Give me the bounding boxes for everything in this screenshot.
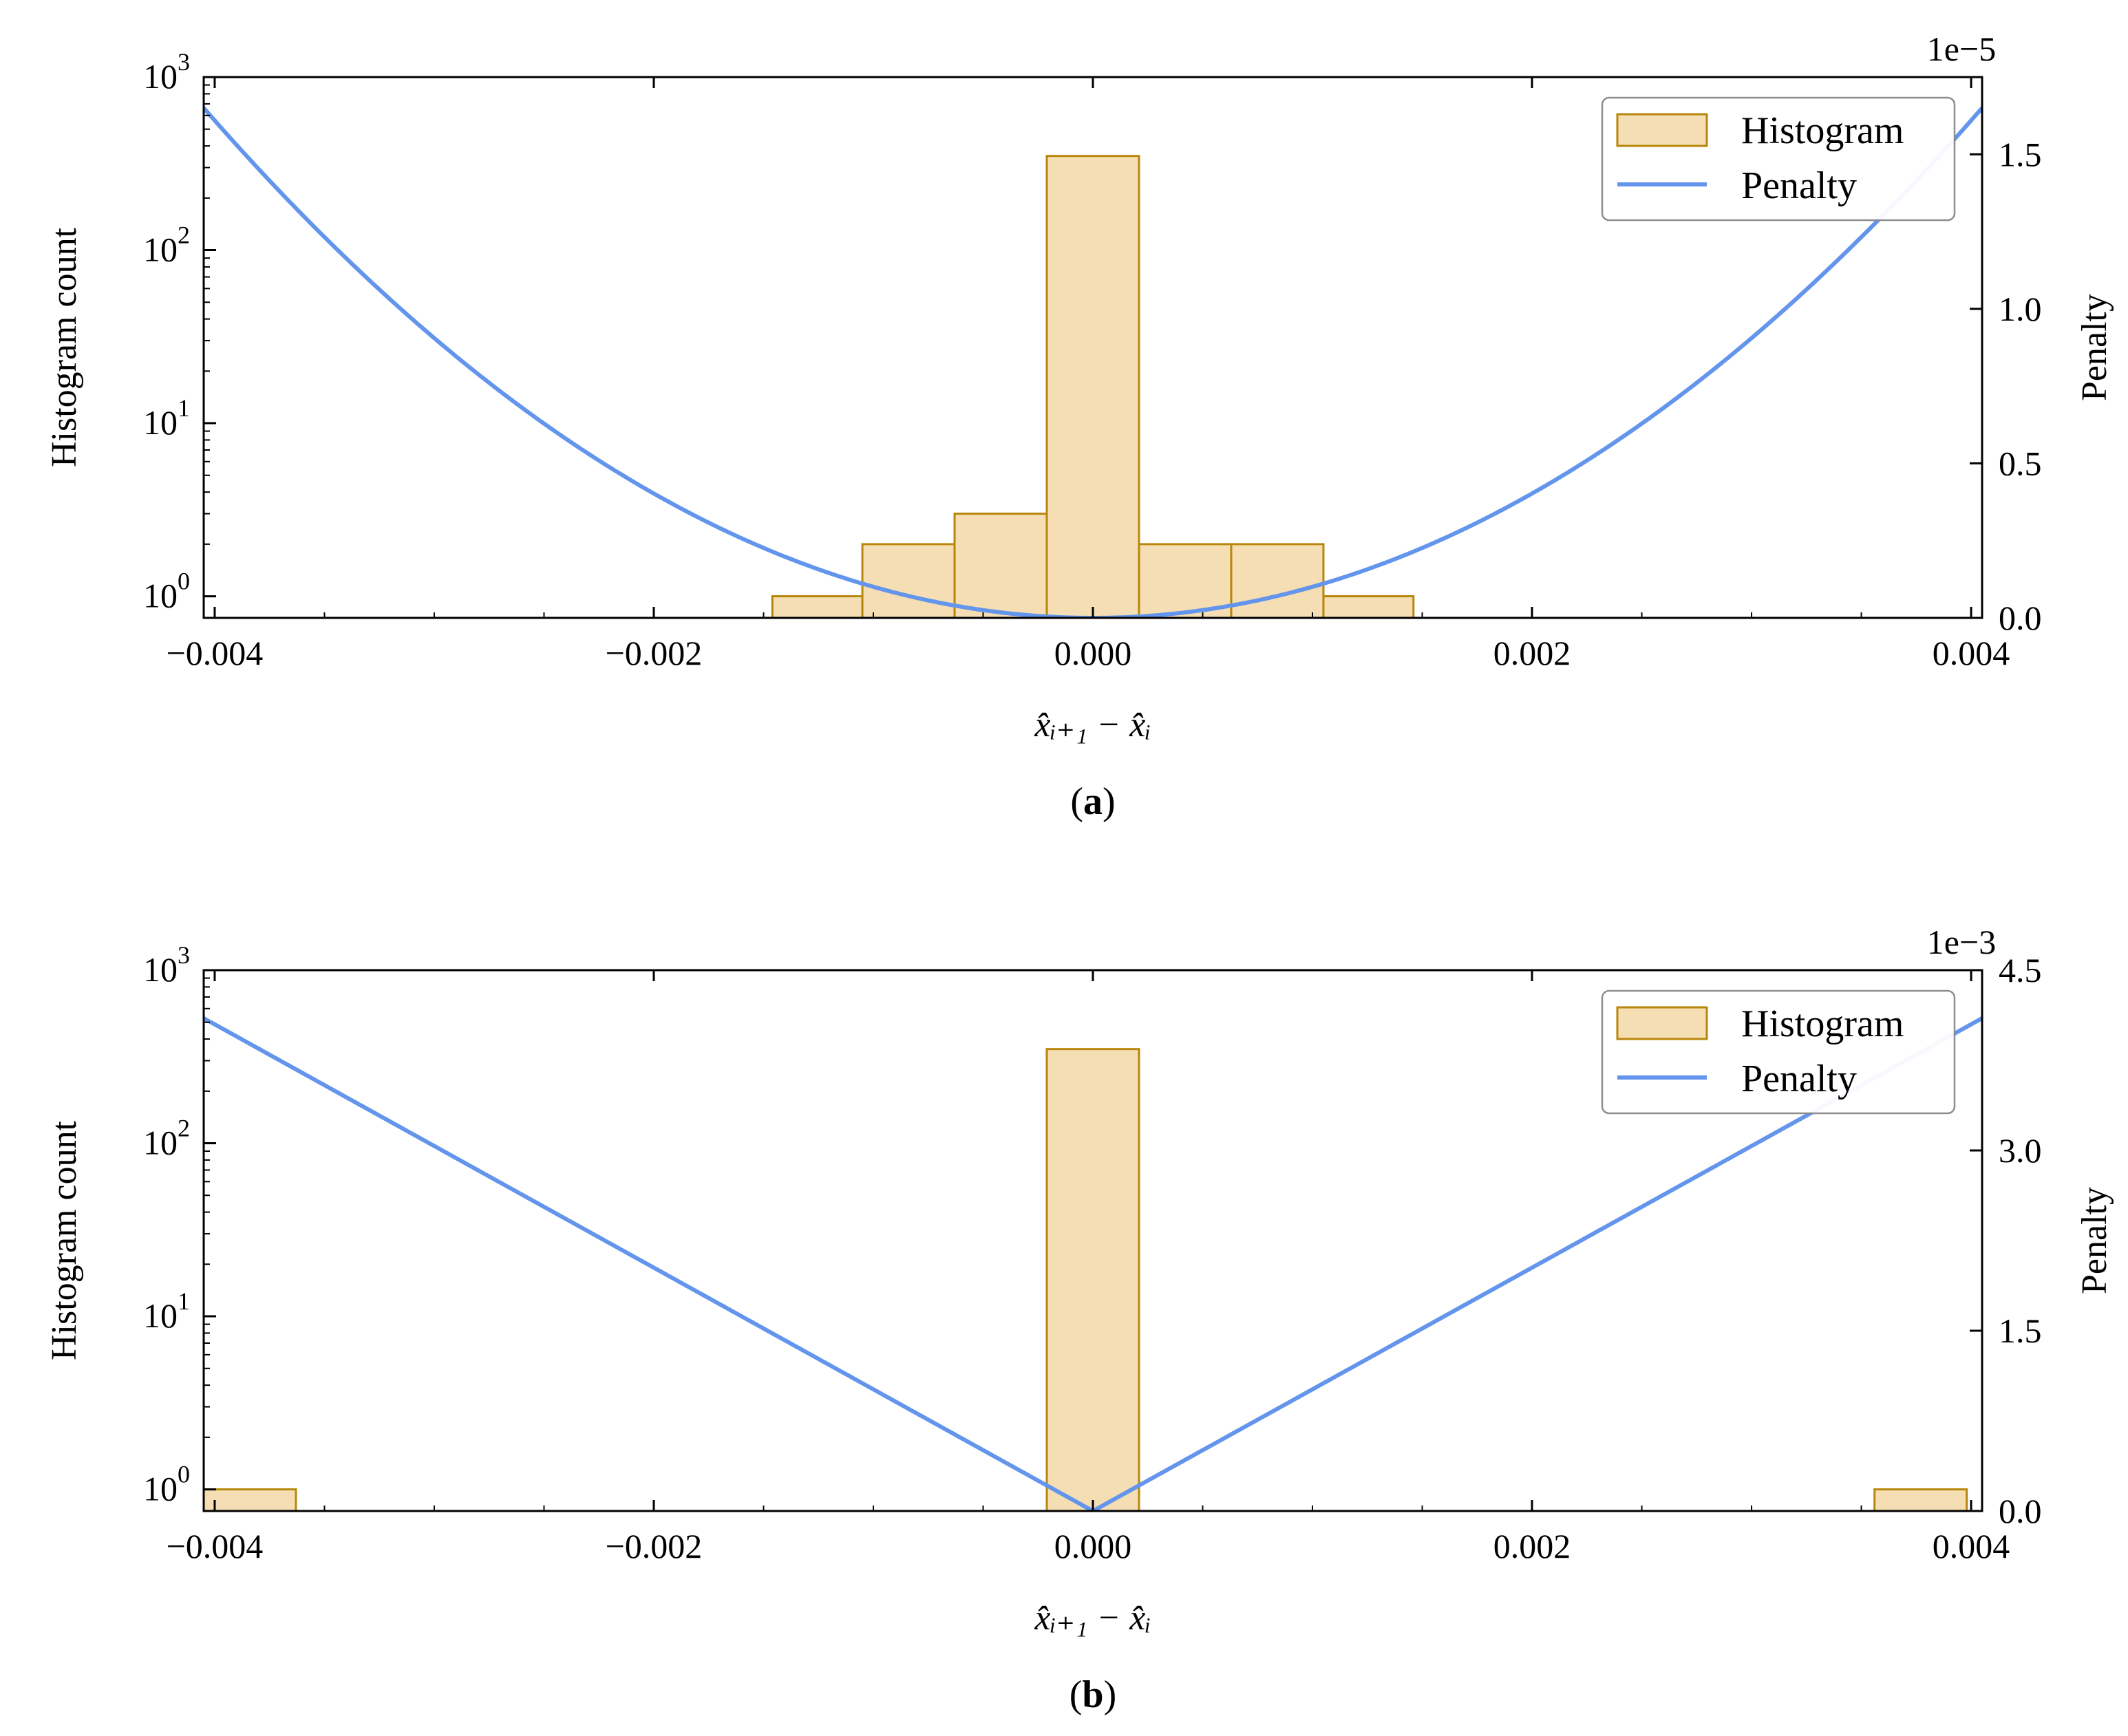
x-tick-label: 0.000: [1054, 634, 1132, 672]
y-right-tick-label: 0.5: [1999, 444, 2042, 482]
tick-exponent: 0: [178, 1461, 190, 1488]
y-left-tick-label: 103: [143, 941, 190, 989]
x-tick-label: 0.002: [1493, 1527, 1571, 1565]
tick-base: 10: [143, 57, 178, 96]
y-right-tick-label: 0.0: [1999, 1492, 2042, 1530]
y-left-tick-label: 100: [143, 1461, 190, 1508]
tick-base: 10: [143, 577, 178, 615]
tick-exponent: 2: [178, 1115, 190, 1142]
tick-base: 10: [143, 1470, 178, 1508]
y-right-axis-title: Penalty: [2075, 1187, 2114, 1294]
x-tick-label: 0.002: [1493, 634, 1571, 672]
tick-exponent: 1: [178, 1287, 190, 1315]
legend-label-penalty: Penalty: [1741, 164, 1857, 207]
tick-base: 10: [143, 950, 178, 989]
caption-open: (: [1070, 1673, 1083, 1716]
tick-exponent: 3: [178, 941, 190, 969]
x-axis-title: x̂ᵢ₊₁ − x̂ᵢ: [1034, 1598, 1151, 1638]
tick-exponent: 0: [178, 568, 190, 595]
penalty-line: [204, 106, 1982, 618]
x-axis-title: x̂ᵢ₊₁ − x̂ᵢ: [1034, 705, 1151, 744]
caption-open: (: [1070, 780, 1083, 823]
x-tick-label: −0.004: [167, 634, 264, 672]
histogram-bar: [1230, 543, 1325, 618]
y-right-tick-label: 1.5: [1999, 1311, 2042, 1350]
legend-swatch-histogram: [1616, 1006, 1708, 1040]
tick-exponent: 2: [178, 222, 190, 249]
legend-label-histogram: Histogram: [1741, 1003, 1904, 1045]
y-left-tick-label: 102: [143, 222, 190, 269]
tick-base: 10: [143, 403, 178, 442]
y-left-tick-label: 101: [143, 1287, 190, 1335]
tick-base: 10: [143, 1124, 178, 1162]
histogram-bars: [204, 1048, 1968, 1511]
y-right-axis: 0.0 1.5 3.0 4.51e−3 Penalty: [1927, 923, 2114, 1530]
histogram-bar: [953, 513, 1048, 618]
x-tick-label: −0.002: [606, 1527, 703, 1565]
x-tick-label: 0.004: [1933, 1527, 2010, 1565]
histogram-bar: [1045, 155, 1140, 618]
legend-swatch-histogram: [1616, 113, 1708, 147]
histogram-bar: [1138, 543, 1233, 618]
penalty-line: [204, 1016, 1982, 1511]
y-right-tick-label: 1.5: [1999, 135, 2042, 173]
y-right-tick-label: 4.5: [1999, 951, 2042, 989]
histogram-bar: [1045, 1048, 1140, 1511]
panel-caption: (b): [1070, 1673, 1116, 1716]
y-right-tick-label: 3.0: [1999, 1131, 2042, 1170]
histogram-bar: [1322, 595, 1415, 618]
legend: Histogram Penalty: [1601, 96, 1956, 222]
tick-exponent: 1: [178, 394, 190, 422]
y-left-tick-label: 101: [143, 394, 190, 442]
panel-caption: (a): [1070, 780, 1115, 823]
x-axis: −0.004 −0.002 0.000 0.002 0.004 x̂ᵢ₊₁ − x̂ᵢ: [167, 77, 2010, 744]
y-right-axis: 0.0 0.5 1.0 1.5 1e−5 Penalty: [1927, 30, 2114, 637]
histogram-bar: [204, 1488, 297, 1511]
tick-base: 10: [143, 1296, 178, 1335]
x-tick-label: 0.000: [1054, 1527, 1132, 1565]
caption-letter: b: [1082, 1673, 1103, 1716]
y-right-offset-text: 1e−3: [1927, 923, 1996, 961]
y-left-axis-title: Histogram count: [45, 1120, 84, 1360]
caption-close: ): [1104, 1673, 1117, 1716]
legend-label-penalty: Penalty: [1741, 1058, 1857, 1100]
legend: Histogram Penalty: [1601, 989, 1956, 1115]
histogram-bar: [861, 543, 956, 618]
y-right-axis-title: Penalty: [2075, 294, 2114, 401]
histogram-bar: [771, 595, 864, 618]
x-tick-label: −0.002: [606, 634, 703, 672]
caption-letter: a: [1083, 780, 1103, 823]
y-left-axis-title: Histogram count: [45, 227, 84, 467]
y-left-tick-label: 100: [143, 568, 190, 615]
y-right-offset-text: 1e−5: [1927, 30, 1996, 68]
tick-exponent: 3: [178, 48, 190, 76]
legend-label-histogram: Histogram: [1741, 109, 1904, 152]
y-right-tick-label: 1.0: [1999, 290, 2042, 328]
histogram-bars: [771, 155, 1415, 618]
x-tick-label: 0.004: [1933, 634, 2010, 672]
y-left-tick-label: 103: [143, 48, 190, 96]
x-tick-label: −0.004: [167, 1527, 264, 1565]
tick-base: 10: [143, 231, 178, 269]
histogram-bar: [1873, 1488, 1968, 1511]
x-axis: −0.004 −0.002 0.000 0.002 0.004 x̂ᵢ₊₁ − x̂ᵢ: [167, 970, 2010, 1638]
y-right-tick-label: 0.0: [1999, 599, 2042, 637]
caption-close: ): [1103, 780, 1116, 823]
y-left-tick-label: 102: [143, 1115, 190, 1162]
